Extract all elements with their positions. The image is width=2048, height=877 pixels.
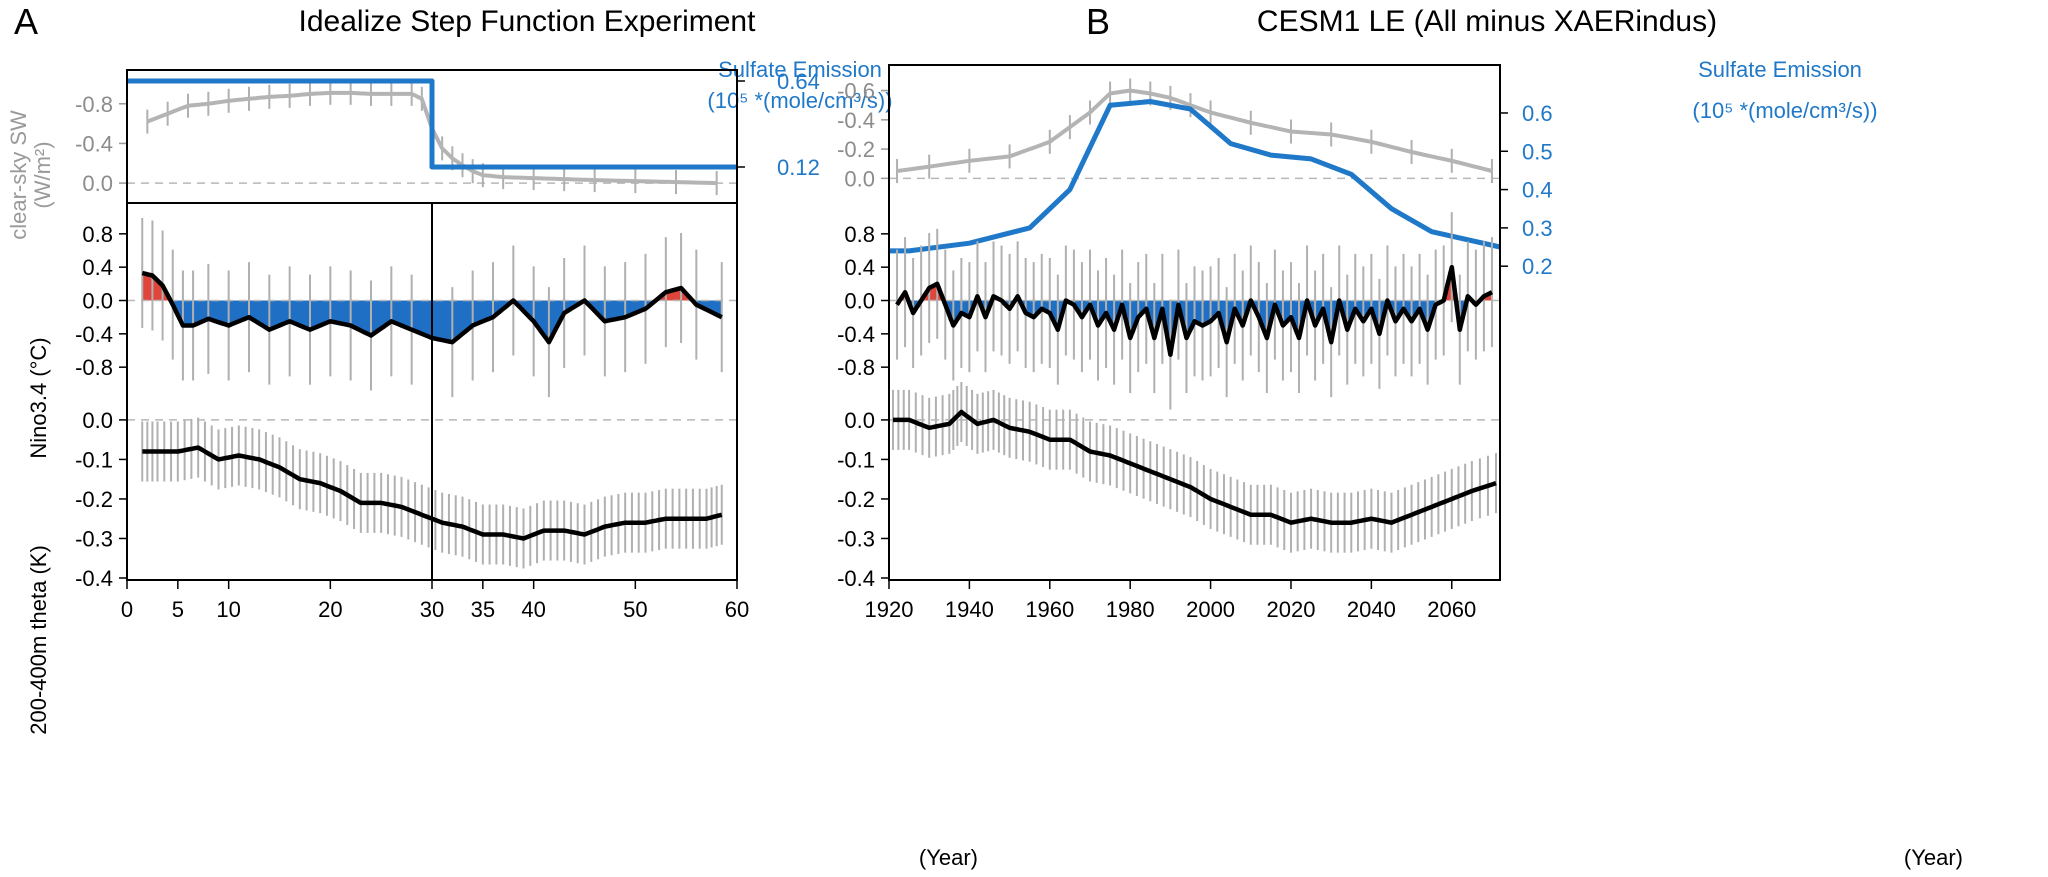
panel-b-xtick-label: 2000 <box>1186 597 1235 622</box>
panel-b-top-ytick-label: -0.2 <box>837 137 875 162</box>
panel-b-nino-ytick-label: 0.4 <box>844 255 875 280</box>
panel-a-nino-ytick-label: 0.4 <box>82 255 113 280</box>
panel-a-theta-ytick-label: -0.3 <box>75 526 113 551</box>
panel-b-top-ytick-label: 0.0 <box>844 166 875 191</box>
panel-a-sulfate-line <box>127 78 737 170</box>
panel-a-theta-ytick-label: -0.2 <box>75 487 113 512</box>
panel-b-xlabel: (Year) <box>1904 845 1963 870</box>
panel-a-top-ytick-label: 0.0 <box>82 171 113 196</box>
panel-a-theta-ytick-label: -0.1 <box>75 447 113 472</box>
panel-a-xtick-label: 20 <box>318 597 342 622</box>
panel-a-xtick-label: 0 <box>121 597 133 622</box>
panel-b-sulfate-rtick-label: 0.3 <box>1522 216 1553 241</box>
panel-a-nino-ytick-label: -0.8 <box>75 355 113 380</box>
panel-b-frame <box>888 64 1501 581</box>
panel-b-sulfate-rtick-label: 0.6 <box>1522 101 1553 126</box>
panel-b-xtick-label: 1920 <box>865 597 914 622</box>
panel-a-theta-ytick-label: -0.4 <box>75 566 113 591</box>
panel-a-xlabel: (Year) <box>919 845 978 870</box>
panel-a-sulfate-rtick-label: 0.12 <box>777 155 820 180</box>
panel-b-sulfate-unit: (10⁵ *(mole/cm³/s)) <box>1692 98 1877 123</box>
panel-a-xtick-label: 40 <box>521 597 545 622</box>
panel-a-xtick-label: 5 <box>172 597 184 622</box>
panel-a-xtick-label: 35 <box>471 597 495 622</box>
panel-b-nino-ytick-label: -0.8 <box>837 355 875 380</box>
panel-a-title: Idealize Step Function Experiment <box>299 5 757 38</box>
nino-ylabel: Nino3.4 (°C) <box>26 337 51 458</box>
panel-b-nino-ytick-label: -0.4 <box>837 322 875 347</box>
panel-a-xtick-label: 30 <box>420 597 444 622</box>
panel-a-xtick-label: 10 <box>216 597 240 622</box>
panel-a-nino-ytick-label: 0.8 <box>82 222 113 247</box>
panel-a-sulfate-unit: (10⁵ *(mole/cm³/s)) <box>707 88 892 113</box>
panel-a-sulfate-rtick-label: 0.64 <box>777 69 820 94</box>
panel-b-nino-line <box>895 264 1494 357</box>
panel-b-xtick-label: 1960 <box>1025 597 1074 622</box>
panel-b-theta-ytick-label: -0.2 <box>837 487 875 512</box>
theta-ylabel: 200-400m theta (K) <box>26 545 51 735</box>
panel-b-xtick-label: 2060 <box>1427 597 1476 622</box>
panel-a-xtick-label: 60 <box>725 597 749 622</box>
panel-b-theta-line <box>893 409 1497 525</box>
panel-a-nino-line <box>141 270 723 345</box>
panel-a-nino-positive-fill <box>142 273 722 301</box>
panel-b-sulfate-rtick-label: 0.5 <box>1522 139 1553 164</box>
panel-b-title: CESM1 LE (All minus XAERindus) <box>1257 5 1717 38</box>
panel-b-sulfate-line <box>889 99 1501 254</box>
panel-a-nino-ytick-label: -0.4 <box>75 322 113 347</box>
panel-b-plot: -0.6 -0.4 -0.2 0.0 0.6 0.5 0.4 0.3 0.2 0.8 0.4 0.0 -… <box>837 64 1553 622</box>
panel-b-nino-ytick-label: 0.8 <box>844 222 875 247</box>
panel-b-xtick-label: 1940 <box>945 597 994 622</box>
panel-a-xtick-label: 50 <box>623 597 647 622</box>
panel-b-sulfate-rtick-label: 0.2 <box>1522 254 1553 279</box>
panel-a-sw-line <box>146 90 717 186</box>
panel-a-top-ytick-label: -0.4 <box>75 131 113 156</box>
panel-b-top-ytick-label: -0.6 <box>837 79 875 104</box>
panel-b-xtick-label: 1980 <box>1106 597 1155 622</box>
panel-b-top-ytick-label: -0.4 <box>837 108 875 133</box>
panel-b-theta-ytick-label: 0.0 <box>844 408 875 433</box>
top-ylabel: clear-sky SW <box>6 110 31 240</box>
panel-a-sulfate-name: Sulfate Emission <box>718 57 882 82</box>
panel-label-b: B <box>1086 1 1110 42</box>
panel-b-theta-ytick-label: -0.4 <box>837 566 875 591</box>
panel-a-theta-ytick-label: 0.0 <box>82 408 113 433</box>
panel-label-a: A <box>14 1 38 42</box>
panel-a-top-ytick-label: -0.8 <box>75 92 113 117</box>
panel-b-theta-ytick-label: -0.3 <box>837 526 875 551</box>
panel-b-sulfate-name: Sulfate Emission <box>1698 57 1862 82</box>
panel-b-xtick-label: 2020 <box>1266 597 1315 622</box>
panel-b-nino-ytick-label: 0.0 <box>844 289 875 314</box>
top-yunit: (W/m²) <box>30 141 55 208</box>
panel-a-nino-ytick-label: 0.0 <box>82 289 113 314</box>
panel-b-xtick-label: 2040 <box>1347 597 1396 622</box>
panel-b-sulfate-rtick-label: 0.4 <box>1522 178 1553 203</box>
panel-a-plot: -0.8 -0.4 0.0 0.64 0.12 0.8 0.4 0.0 -0.4 -0.8 0.0 -… <box>75 69 820 622</box>
panel-b-sw-line <box>896 88 1493 173</box>
panel-b-theta-ytick-label: -0.1 <box>837 447 875 472</box>
